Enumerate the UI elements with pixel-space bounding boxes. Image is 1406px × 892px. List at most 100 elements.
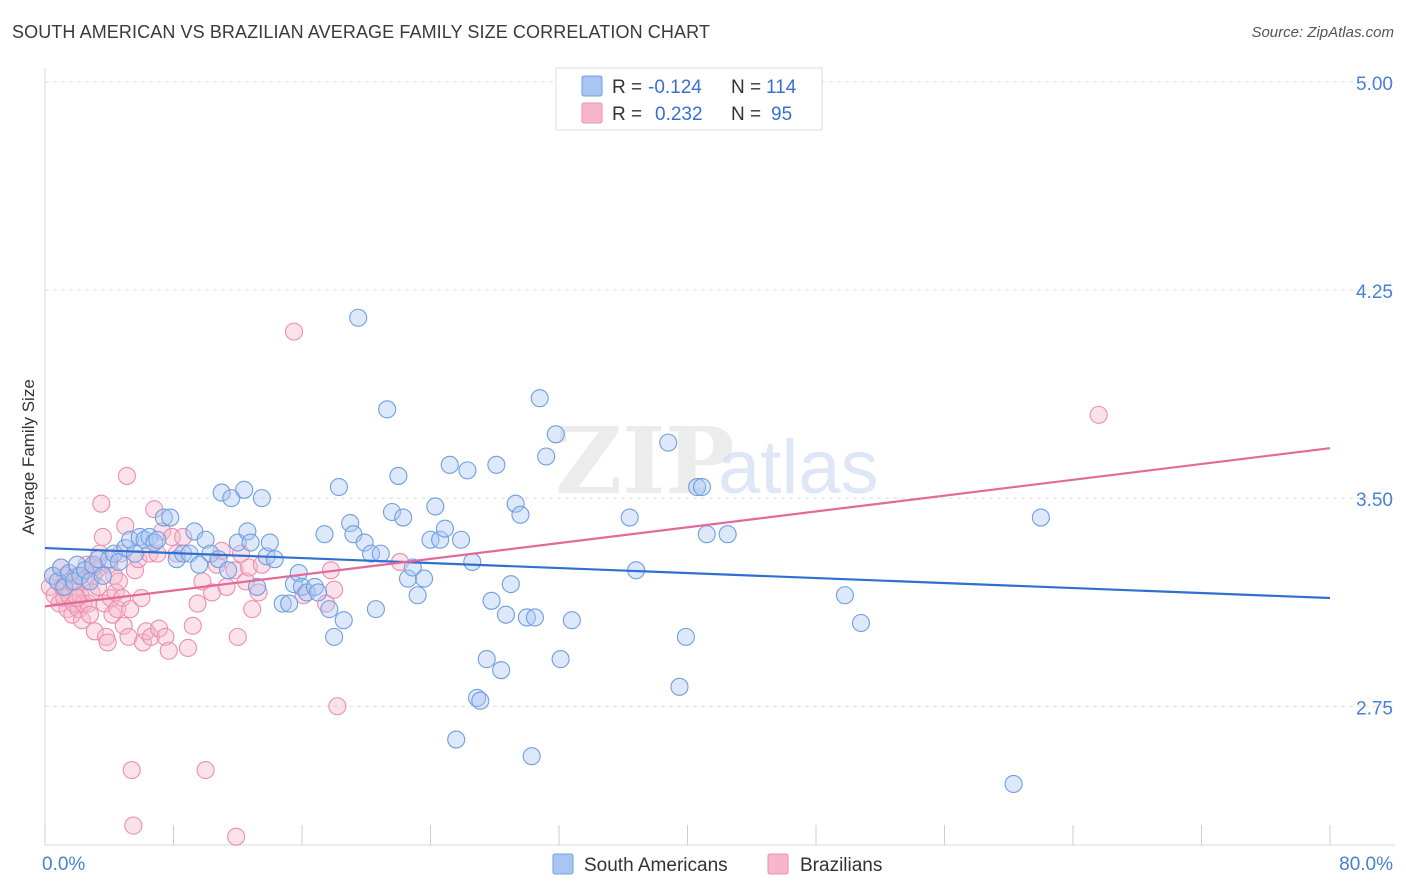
south-american-point xyxy=(265,550,284,569)
y-axis-label: Average Family Size xyxy=(19,379,38,535)
south-american-point xyxy=(688,477,707,497)
legend-south-americans-label: South Americans xyxy=(584,855,728,876)
legend-r-label-1: R = xyxy=(612,77,642,98)
south-american-point xyxy=(562,611,581,630)
south-american-point xyxy=(222,489,241,508)
south-american-point xyxy=(676,627,695,646)
y-tick-label: 2.75 xyxy=(1356,698,1393,719)
brazilian-point xyxy=(159,641,178,660)
brazilian-point xyxy=(227,827,246,846)
south-american-point xyxy=(692,477,712,497)
south-american-point xyxy=(463,552,482,572)
brazilians-points xyxy=(40,322,1108,846)
south-american-point xyxy=(522,747,541,766)
south-american-point xyxy=(93,566,112,585)
y-tick-label: 3.50 xyxy=(1356,490,1393,511)
south-american-point xyxy=(451,530,471,549)
south-american-point xyxy=(435,519,455,538)
brazilian-point xyxy=(98,633,117,652)
brazilian-point xyxy=(116,516,135,535)
brazilian-point xyxy=(1089,405,1108,424)
south-american-point xyxy=(292,577,312,596)
south-american-point xyxy=(482,591,501,610)
south-american-point xyxy=(309,583,328,602)
x-tick-label-min: 0.0% xyxy=(42,854,85,875)
south-american-point xyxy=(1004,774,1023,794)
south-american-point xyxy=(511,505,530,524)
legend-r-value-2: 0.232 xyxy=(655,104,703,125)
y-tick-label: 4.25 xyxy=(1356,282,1393,303)
legend-n-value-1: 114 xyxy=(766,77,797,98)
south-american-point xyxy=(238,522,257,541)
legend-n-value-2: 95 xyxy=(771,104,792,125)
south-american-point xyxy=(161,508,180,527)
south-american-point xyxy=(431,530,450,549)
legend-r-value-1: -0.124 xyxy=(648,77,702,98)
brazilian-point xyxy=(93,527,112,547)
south-american-point xyxy=(670,677,689,696)
brazilian-point xyxy=(325,580,344,599)
brazilian-point xyxy=(328,697,347,716)
brazilian-point xyxy=(80,605,100,624)
south-american-point xyxy=(247,577,267,596)
south-american-point xyxy=(447,730,466,749)
south-american-point xyxy=(334,611,353,630)
south-american-point xyxy=(349,308,368,327)
brazilian-point xyxy=(92,494,111,513)
brazilian-point xyxy=(132,588,151,608)
south-american-point xyxy=(421,530,440,549)
south-american-point xyxy=(477,650,496,669)
south-american-point xyxy=(190,555,209,574)
brazilian-point xyxy=(284,322,304,341)
trendlines xyxy=(44,447,1331,608)
brazilian-point xyxy=(183,616,202,635)
south-american-point xyxy=(551,650,570,669)
legend-n-label-2: N = xyxy=(731,104,761,125)
south-american-point xyxy=(496,605,516,624)
chart-title: SOUTH AMERICAN VS BRAZILIAN AVERAGE FAMI… xyxy=(12,22,710,42)
brazilian-point xyxy=(188,594,207,613)
south-american-point xyxy=(362,544,381,563)
south-american-point xyxy=(105,544,124,563)
chart-source: Source: ZipAtlas.com xyxy=(1251,24,1394,41)
south-americans-trendline xyxy=(44,546,1331,600)
south-american-point xyxy=(468,688,487,707)
south-american-point xyxy=(341,514,360,533)
brazilian-point xyxy=(156,627,175,646)
south-american-point xyxy=(71,566,90,585)
south-american-point xyxy=(697,525,716,544)
brazilian-point xyxy=(122,761,141,780)
south-american-point xyxy=(378,400,397,419)
south-american-point xyxy=(492,661,511,680)
south-american-point xyxy=(501,575,520,594)
south-american-point xyxy=(241,533,260,552)
south-american-point xyxy=(260,533,279,552)
south-american-point xyxy=(718,525,737,544)
south-american-point xyxy=(415,569,434,588)
south-american-point xyxy=(55,577,74,596)
south-american-point xyxy=(273,594,292,613)
pink-swatch xyxy=(581,102,603,124)
south-american-point xyxy=(148,530,167,549)
axes xyxy=(44,68,1395,846)
x-axis-ticks xyxy=(44,825,1331,845)
brazilian-point xyxy=(228,627,247,646)
south-american-point xyxy=(154,508,173,527)
brazilian-point xyxy=(121,600,140,619)
south-american-point xyxy=(252,489,271,508)
brazilian-point xyxy=(217,577,236,596)
south-american-point xyxy=(506,494,525,513)
brazilian-point xyxy=(109,572,128,591)
brazilians-trendline xyxy=(44,447,1331,608)
brazilian-point xyxy=(117,466,136,485)
watermark-zip: ZIP xyxy=(555,407,734,515)
south-american-point xyxy=(408,586,427,605)
brazilian-point xyxy=(114,616,133,635)
brazilian-point xyxy=(178,638,198,658)
south-american-point xyxy=(280,594,299,613)
south-american-point xyxy=(382,502,402,522)
legend-south-americans-swatch xyxy=(552,853,574,875)
brazilian-point xyxy=(85,622,104,641)
south-american-point xyxy=(329,477,348,497)
legend-brazilians-label: Brazilians xyxy=(800,855,882,876)
